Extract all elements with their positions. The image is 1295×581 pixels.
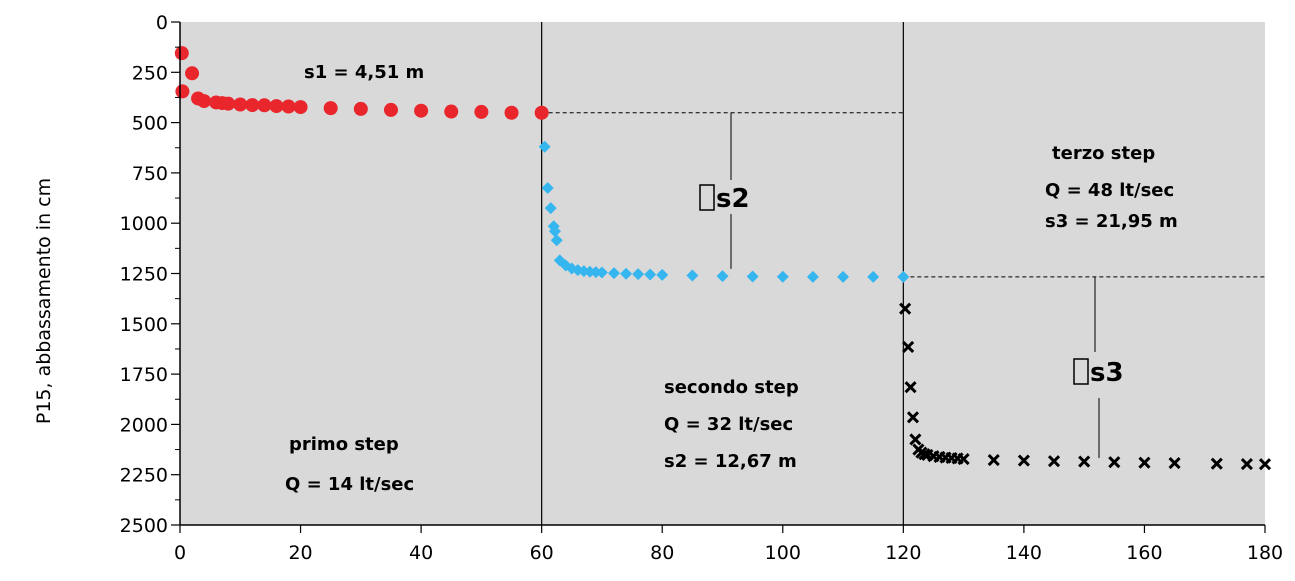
annotation-primo-step: primo step bbox=[289, 434, 399, 455]
data-point bbox=[595, 266, 608, 279]
x-tick-label: 20 bbox=[288, 542, 312, 564]
data-point bbox=[221, 96, 236, 111]
annotation-q1: Q = 14 lt/sec bbox=[285, 474, 414, 495]
annotation-terzo-step: terzo step bbox=[1052, 143, 1155, 164]
data-point bbox=[281, 99, 296, 114]
data-point bbox=[175, 84, 190, 99]
annotation-s1: s1 = 4,51 m bbox=[304, 62, 424, 83]
data-point bbox=[414, 103, 429, 118]
data-point bbox=[245, 98, 260, 113]
data-point bbox=[686, 269, 699, 282]
y-tick-label: 1500 bbox=[120, 314, 168, 336]
data-point bbox=[1078, 455, 1091, 468]
x-tick-label: 140 bbox=[1006, 542, 1042, 564]
y-ticks: 0 250 500 750 1000 1250 1500 1750 2000 2250 2500 bbox=[120, 12, 180, 537]
data-point bbox=[909, 433, 922, 446]
y-tick-label: 250 bbox=[132, 62, 168, 84]
data-point bbox=[541, 181, 554, 194]
y-tick-label: 2000 bbox=[120, 414, 168, 436]
data-point bbox=[323, 101, 338, 116]
data-point bbox=[1240, 457, 1253, 471]
data-point bbox=[1258, 458, 1272, 471]
data-point bbox=[353, 101, 368, 116]
annotation-delta-s3: s3 bbox=[1090, 358, 1124, 388]
data-point bbox=[746, 270, 759, 283]
data-point bbox=[608, 267, 620, 280]
y-tick-label: 1750 bbox=[120, 364, 168, 386]
annotation-s3: s3 = 21,95 m bbox=[1045, 211, 1178, 232]
y-tick-label: 1250 bbox=[120, 264, 168, 286]
y-tick-label: 1000 bbox=[120, 213, 168, 235]
annotation-q3: Q = 48 lt/sec bbox=[1045, 180, 1174, 201]
data-point bbox=[383, 102, 398, 117]
data-point bbox=[174, 46, 189, 61]
data-point bbox=[550, 234, 563, 247]
data-point bbox=[620, 267, 633, 280]
data-point bbox=[644, 268, 657, 281]
annotation-secondo-step: secondo step bbox=[664, 377, 799, 398]
data-point bbox=[867, 270, 880, 283]
reference-lines bbox=[541, 112, 1265, 278]
x-tick-label: 180 bbox=[1247, 542, 1283, 564]
data-point bbox=[904, 381, 917, 394]
x-tick-label: 100 bbox=[765, 542, 801, 564]
y-tick-label: 500 bbox=[132, 113, 168, 135]
data-point bbox=[269, 99, 284, 114]
data-point bbox=[1210, 457, 1223, 470]
annotation-leaders bbox=[730, 112, 1100, 458]
data-point bbox=[918, 448, 931, 461]
data-point bbox=[233, 97, 248, 112]
data-point bbox=[716, 270, 729, 283]
data-point bbox=[548, 225, 561, 238]
y-tick-label: 2500 bbox=[120, 515, 168, 537]
data-point bbox=[902, 340, 915, 353]
data-point bbox=[1138, 456, 1151, 469]
annotation-delta-s2: s2 bbox=[716, 184, 750, 214]
data-point bbox=[185, 66, 200, 81]
x-tick-label: 80 bbox=[650, 542, 674, 564]
data-point bbox=[656, 268, 669, 281]
y-tick-label: 0 bbox=[156, 12, 168, 34]
data-point bbox=[197, 94, 212, 109]
data-point bbox=[806, 270, 819, 283]
data-point bbox=[897, 270, 910, 283]
data-point bbox=[444, 104, 459, 119]
data-point bbox=[474, 104, 489, 119]
data-point bbox=[957, 452, 970, 466]
data-point bbox=[1168, 456, 1181, 470]
delta-glyph-icon bbox=[1073, 358, 1089, 385]
data-series bbox=[174, 46, 1272, 471]
data-point bbox=[987, 453, 1000, 467]
x-tick-label: 120 bbox=[885, 542, 921, 564]
data-point bbox=[534, 105, 549, 120]
data-point bbox=[776, 270, 789, 283]
data-point bbox=[632, 268, 645, 281]
x-tick-label: 60 bbox=[530, 542, 554, 564]
y-tick-label: 2250 bbox=[120, 465, 168, 487]
x-tick-label: 160 bbox=[1126, 542, 1162, 564]
data-point bbox=[538, 140, 551, 153]
data-point bbox=[837, 270, 850, 283]
data-point bbox=[257, 98, 272, 113]
data-point bbox=[1047, 455, 1061, 468]
annotation-q2: Q = 32 lt/sec bbox=[664, 414, 793, 435]
delta-glyph-icon bbox=[699, 184, 715, 211]
data-point bbox=[1017, 454, 1030, 467]
annotation-s2: s2 = 12,67 m bbox=[664, 451, 797, 472]
data-point bbox=[1108, 456, 1121, 469]
x-tick-label: 40 bbox=[409, 542, 433, 564]
data-point bbox=[899, 302, 912, 315]
x-tick-label: 0 bbox=[174, 542, 186, 564]
x-ticks: 0 20 40 60 80 100 120 140 160 180 bbox=[174, 525, 1283, 564]
y-tick-label: 750 bbox=[132, 163, 168, 185]
data-point bbox=[504, 105, 519, 120]
data-point bbox=[906, 411, 920, 424]
data-point bbox=[293, 100, 308, 115]
data-point bbox=[544, 202, 557, 215]
y-axis-label: P15, abbassamento in cm bbox=[33, 178, 55, 424]
